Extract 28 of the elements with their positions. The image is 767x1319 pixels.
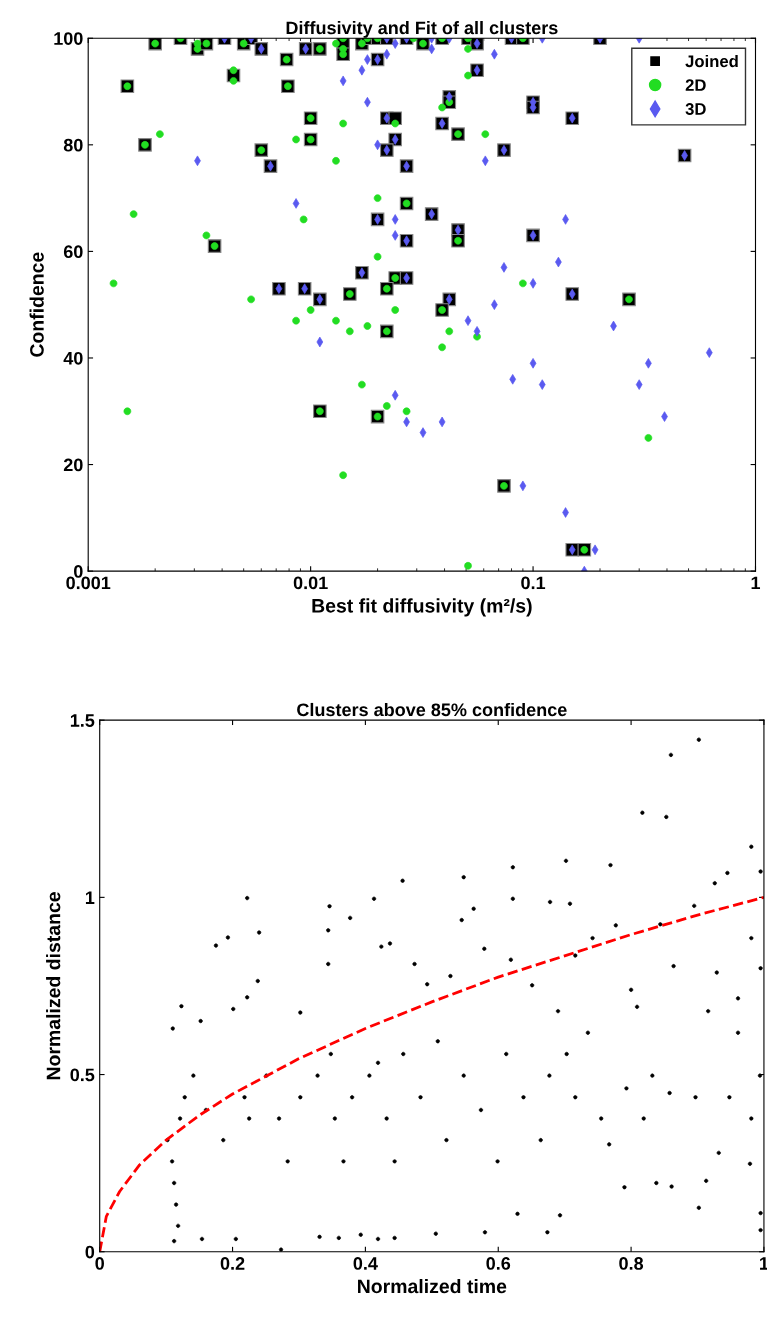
x-tick-label: 0: [95, 1257, 104, 1270]
x-tick-label: 1: [751, 576, 761, 590]
x-tick-label: 0.8: [619, 1257, 644, 1270]
y-tick-label: 20: [63, 458, 83, 472]
y-tick-label: 80: [63, 138, 83, 152]
y-tick-label: 60: [63, 245, 83, 259]
y-tick-label: 40: [63, 351, 83, 365]
y-tick-label: 1.5: [70, 714, 95, 727]
legend-label: 3D: [685, 103, 706, 115]
x-tick-label: 0.6: [486, 1257, 511, 1270]
x-tick-label: 0.2: [220, 1257, 245, 1270]
x-tick-label: 0.4: [353, 1257, 378, 1270]
x-tick-label: 0.1: [521, 576, 546, 590]
legend-label: Joined: [685, 54, 738, 68]
y-axis-title: Normalized distance: [46, 892, 61, 1080]
y-axis-title: Confidence: [29, 252, 44, 357]
y-tick-label: 0: [74, 565, 83, 578]
x-axis-title: Best fit diffusivity (m²/s): [312, 598, 532, 617]
chart-title: Clusters above 85% confidence: [297, 702, 567, 717]
y-tick-label: 1: [85, 891, 95, 904]
legend-label: 2D: [685, 79, 706, 91]
x-tick-label: 0.01: [293, 576, 328, 590]
chart-title: Diffusivity and Fit of all clusters: [286, 21, 558, 38]
y-tick-label: 100: [54, 32, 83, 45]
x-tick-label: 0.001: [66, 576, 111, 590]
x-axis-title: Normalized time: [358, 1278, 507, 1294]
y-tick-label: 0: [85, 1245, 95, 1259]
y-tick-label: 0.5: [70, 1068, 95, 1082]
